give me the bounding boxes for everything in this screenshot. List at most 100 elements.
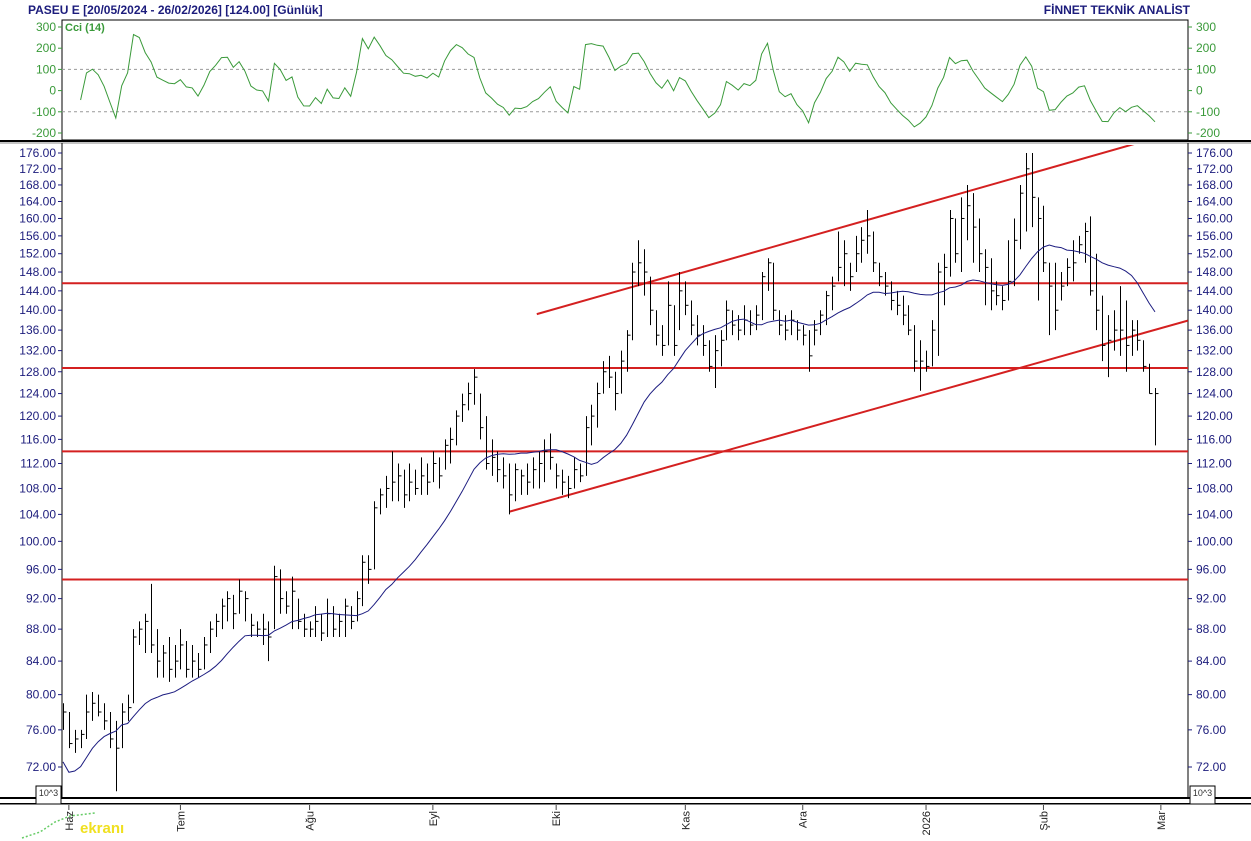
price-bar: [679, 272, 683, 331]
price-bar: [967, 184, 971, 241]
price-bar: [392, 451, 396, 502]
price-bar: [955, 218, 959, 263]
cci-tick-label-left: 100: [36, 62, 56, 76]
price-tick-label-right: 172.00: [1196, 162, 1233, 176]
price-bar: [327, 598, 331, 638]
price-bar: [961, 197, 965, 273]
price-tick-label-left: 92.00: [26, 592, 56, 606]
price-bar: [726, 300, 730, 341]
price-bar: [861, 227, 865, 263]
price-bar: [715, 335, 719, 389]
price-bar: [321, 613, 325, 641]
price-bar: [1002, 286, 1006, 311]
price-bar: [445, 439, 449, 470]
price-tick-label-right: 140.00: [1196, 303, 1233, 317]
price-bar: [873, 231, 877, 273]
price-tick-label-right: 88.00: [1196, 622, 1226, 636]
price-bar: [274, 565, 278, 630]
price-bar: [1073, 240, 1077, 282]
price-bar: [762, 272, 766, 321]
price-bar: [1149, 363, 1153, 395]
price-tick-label-left: 176.00: [19, 146, 56, 160]
price-bar: [169, 637, 173, 682]
price-bar: [233, 594, 237, 630]
cci-legend: Cci (14): [65, 22, 105, 34]
price-bar: [75, 729, 79, 753]
price-bar: [1026, 153, 1030, 232]
price-tick-label-left: 112.00: [20, 456, 56, 470]
price-bar: [1102, 295, 1106, 362]
price-bar: [891, 281, 895, 311]
price-tick-label-left: 144.00: [19, 284, 56, 298]
price-bar: [1067, 258, 1071, 287]
scale-box-right: 10^3: [1189, 785, 1216, 805]
price-tick-label-right: 160.00: [1196, 211, 1233, 225]
price-bar: [286, 591, 290, 614]
price-bar: [580, 463, 584, 483]
price-bar: [216, 613, 220, 638]
price-bar: [879, 262, 883, 287]
price-bar: [474, 369, 478, 405]
price-bar: [903, 295, 907, 326]
date-tick-label: Kas: [680, 811, 692, 830]
price-bar: [63, 703, 67, 730]
price-bar: [503, 457, 507, 489]
price-bar: [486, 416, 490, 470]
price-bar: [856, 235, 860, 273]
trend-channel-line: [508, 319, 1188, 513]
cci-tick-label-left: -100: [32, 105, 56, 119]
price-bar: [427, 463, 431, 495]
price-bar: [539, 451, 543, 489]
price-bar: [404, 469, 408, 508]
svg-text:10^3: 10^3: [39, 788, 58, 798]
price-bar: [104, 703, 108, 730]
date-tick-label: Eki: [551, 811, 563, 826]
price-bar: [210, 621, 214, 653]
price-tick-label-right: 176.00: [1196, 146, 1233, 160]
price-bar: [1032, 153, 1036, 228]
chart-title: PASEU E [20/05/2024 - 26/02/2026] [124.0…: [28, 3, 323, 17]
price-bar: [521, 469, 525, 495]
date-tick-label: 2026: [921, 811, 933, 835]
price-bar: [533, 457, 537, 489]
price-bar: [586, 416, 590, 476]
price-tick-label-left: 84.00: [26, 654, 56, 668]
price-bar: [357, 591, 361, 622]
price-bar: [797, 320, 801, 341]
price-tick-label-left: 136.00: [19, 323, 56, 337]
price-bar: [139, 621, 143, 645]
price-bar: [263, 613, 267, 645]
price-bar: [779, 310, 783, 336]
price-tick-label-right: 164.00: [1196, 195, 1233, 209]
price-tick-label-right: 84.00: [1196, 654, 1226, 668]
price-bar: [756, 305, 760, 331]
price-bar: [239, 579, 243, 614]
price-bar: [1108, 315, 1112, 378]
bottom-divider[interactable]: [0, 797, 1251, 799]
price-bar: [145, 613, 149, 653]
price-panel: 176.00 176.00 172.00 172.00 168.00 168.00 164.…: [19, 143, 1233, 799]
price-bar: [1143, 340, 1147, 372]
cci-tick-label-right: -200: [1196, 126, 1220, 140]
price-tick-label-left: 148.00: [19, 265, 56, 279]
price-bar: [345, 598, 349, 638]
price-bar: [245, 591, 249, 622]
brand-label: FİNNET TEKNİK ANALİST: [1044, 2, 1191, 17]
price-bar: [591, 404, 595, 446]
price-bar: [192, 644, 196, 678]
price-bar: [568, 475, 572, 499]
price-bar: [632, 262, 636, 341]
price-bar: [222, 598, 226, 630]
price-tick-label-right: 80.00: [1196, 688, 1226, 702]
price-bar: [456, 410, 460, 446]
price-bar: [621, 350, 625, 394]
price-bar: [750, 310, 754, 336]
panel-divider[interactable]: [0, 140, 1251, 142]
price-bar: [844, 240, 848, 287]
price-bar: [509, 463, 513, 515]
date-tick-label: Haz: [64, 811, 76, 831]
price-tick-label-right: 116.00: [1196, 432, 1232, 446]
panel-divider-shadow: [0, 142, 1251, 144]
price-bar: [556, 463, 560, 489]
price-bar: [703, 325, 707, 356]
